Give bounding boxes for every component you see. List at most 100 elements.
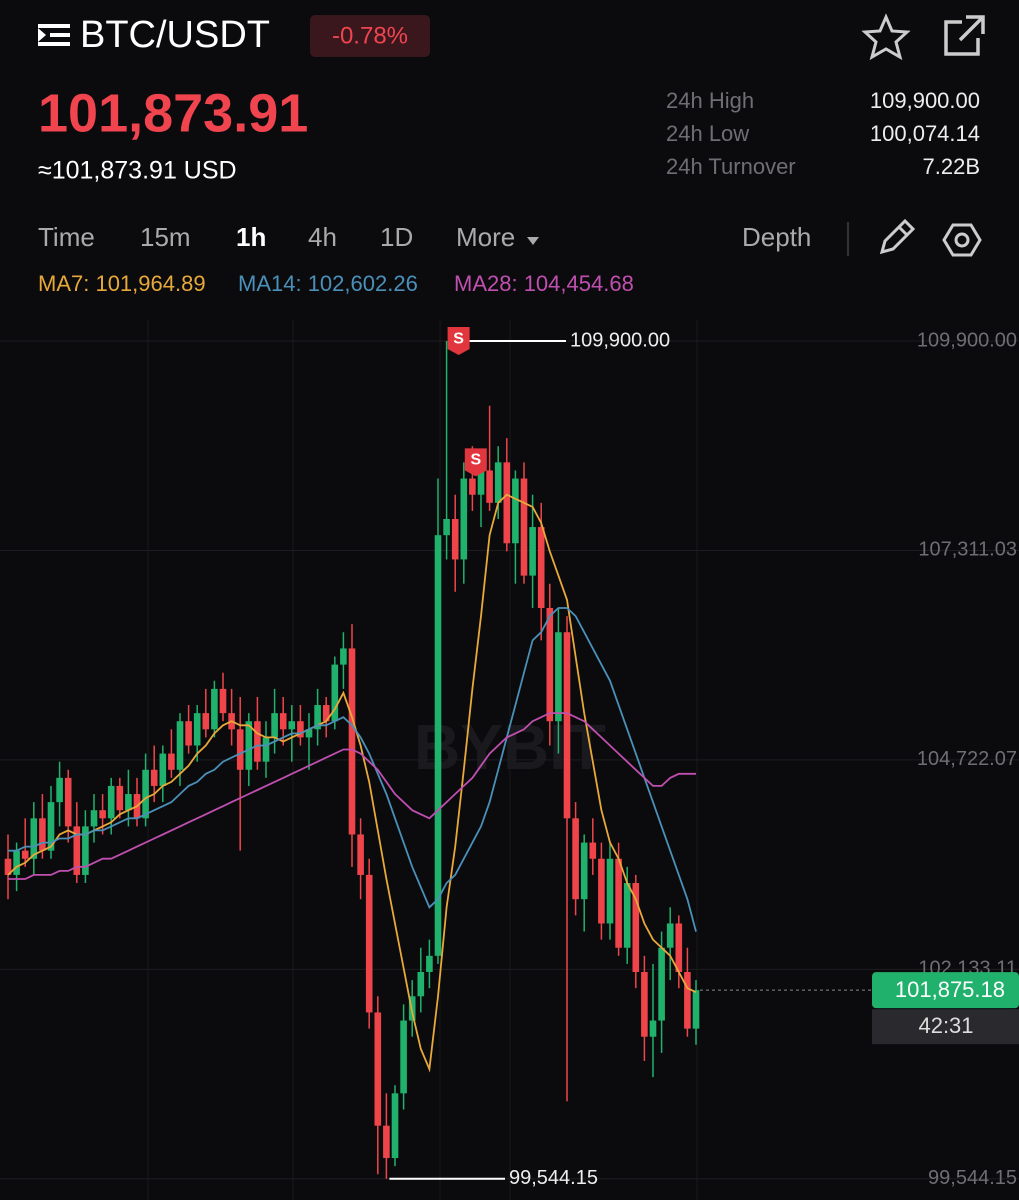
- stat-value: 7.22B: [923, 154, 981, 179]
- candle-body: [331, 664, 339, 722]
- change: -0.78%: [332, 22, 408, 49]
- timeframe-tab[interactable]: 1D: [380, 222, 413, 252]
- candle-body: [348, 648, 356, 835]
- candle-body: [288, 721, 296, 730]
- candle-body: [589, 842, 597, 859]
- candle-body: [340, 648, 347, 665]
- candle-body: [546, 607, 554, 722]
- candle-body: [297, 721, 304, 738]
- candle-body: [443, 518, 450, 536]
- candle-body: [477, 470, 485, 495]
- depth-tab[interactable]: Depth: [742, 222, 811, 252]
- candle-body: [125, 794, 132, 811]
- candle-body: [494, 462, 502, 503]
- draw-icon[interactable]: [879, 218, 916, 255]
- symbol[interactable]: BTC/USDT: [80, 14, 270, 56]
- candle-body: [684, 971, 691, 1029]
- candle-body: [271, 713, 278, 738]
- candle-body: [623, 883, 631, 948]
- timeframe-tab[interactable]: 4h: [308, 222, 337, 252]
- last-price-label: 101,875.18: [895, 977, 1005, 1002]
- candle-body: [469, 478, 476, 495]
- y-tick-label: 104,722.07: [917, 748, 1017, 770]
- stat-label: 24h High: [666, 88, 754, 113]
- sell-signal-label: S: [453, 330, 464, 347]
- y-tick-label: 99,544.15: [928, 1167, 1017, 1189]
- candle-body: [512, 478, 519, 544]
- candle-body: [383, 1125, 390, 1159]
- candle-body: [90, 810, 98, 827]
- candle-body: [374, 1012, 382, 1126]
- candle-body: [451, 518, 459, 560]
- candle-body: [168, 753, 175, 770]
- ma-legend: MA7: 101,964.89: [38, 271, 206, 296]
- stat-value: 100,074.14: [870, 121, 980, 146]
- countdown: 42:31: [918, 1013, 973, 1038]
- candle-body: [64, 777, 72, 827]
- candle-body: [572, 818, 579, 900]
- candle-body: [658, 947, 665, 1021]
- candle-body: [365, 874, 373, 1013]
- candle-body: [641, 971, 648, 1037]
- candle-body: [73, 826, 81, 875]
- candle-body: [159, 753, 167, 786]
- candle-body: [39, 818, 46, 851]
- candle-body: [529, 527, 536, 576]
- candle-body: [116, 785, 124, 811]
- menu-icon[interactable]: [38, 24, 70, 46]
- candle-body: [30, 818, 38, 859]
- candle-body: [82, 826, 89, 875]
- ma-line: [7, 493, 697, 1073]
- candle-body: [13, 850, 20, 875]
- low-marker-label: 99,544.15: [509, 1167, 598, 1189]
- candle-body: [563, 632, 571, 819]
- candle-body: [632, 883, 640, 972]
- settings-icon[interactable]: [942, 223, 982, 257]
- share-icon[interactable]: [944, 15, 985, 56]
- candle-body: [503, 462, 511, 544]
- candle-body: [434, 535, 442, 956]
- sell-signal: [447, 327, 470, 356]
- candle-body: [580, 842, 588, 900]
- stat-label: 24h Turnover: [666, 154, 796, 179]
- timeframe-tab[interactable]: 1h: [236, 222, 266, 252]
- candle-body: [520, 478, 528, 576]
- countdown-tag: [872, 1009, 1019, 1045]
- timeframe-tab[interactable]: More: [456, 222, 515, 252]
- ma-line: [8, 607, 697, 932]
- y-tick-label: 107,311.03: [918, 539, 1017, 561]
- candle-body: [262, 737, 270, 762]
- ma-line: [8, 712, 696, 880]
- candle-body: [176, 721, 184, 770]
- ma-legend: MA28: 104,454.68: [454, 271, 634, 296]
- candle-body: [486, 470, 493, 503]
- candle-body: [193, 713, 201, 746]
- candle-body: [649, 1020, 657, 1037]
- favorite-icon[interactable]: [861, 13, 911, 61]
- last-price-tag: [872, 972, 1019, 1009]
- candle-body: [555, 632, 562, 722]
- candle-body: [417, 971, 425, 997]
- candle-body: [675, 923, 683, 972]
- candle-body: [56, 777, 63, 803]
- usd-price: ≈101,873.91 USD: [38, 157, 237, 185]
- candle-body: [142, 769, 149, 819]
- candle-body: [107, 785, 115, 819]
- timeframe-tab[interactable]: 15m: [140, 222, 191, 252]
- candle-body: [322, 705, 330, 722]
- candle-body: [357, 834, 364, 875]
- candle-body: [150, 769, 158, 786]
- candle-body: [305, 729, 313, 738]
- ma-legend: MA14: 102,602.26: [238, 271, 418, 296]
- more-caret: [527, 237, 539, 245]
- candle-body: [537, 527, 545, 608]
- candle-body: [391, 1093, 399, 1159]
- candle-body: [99, 810, 106, 819]
- candle-body: [21, 850, 29, 859]
- candle-body: [692, 990, 700, 1029]
- candle-body: [598, 858, 605, 924]
- sell-signal: [464, 448, 487, 477]
- timeframe-tab[interactable]: Time: [38, 222, 95, 252]
- candle-body: [219, 688, 227, 714]
